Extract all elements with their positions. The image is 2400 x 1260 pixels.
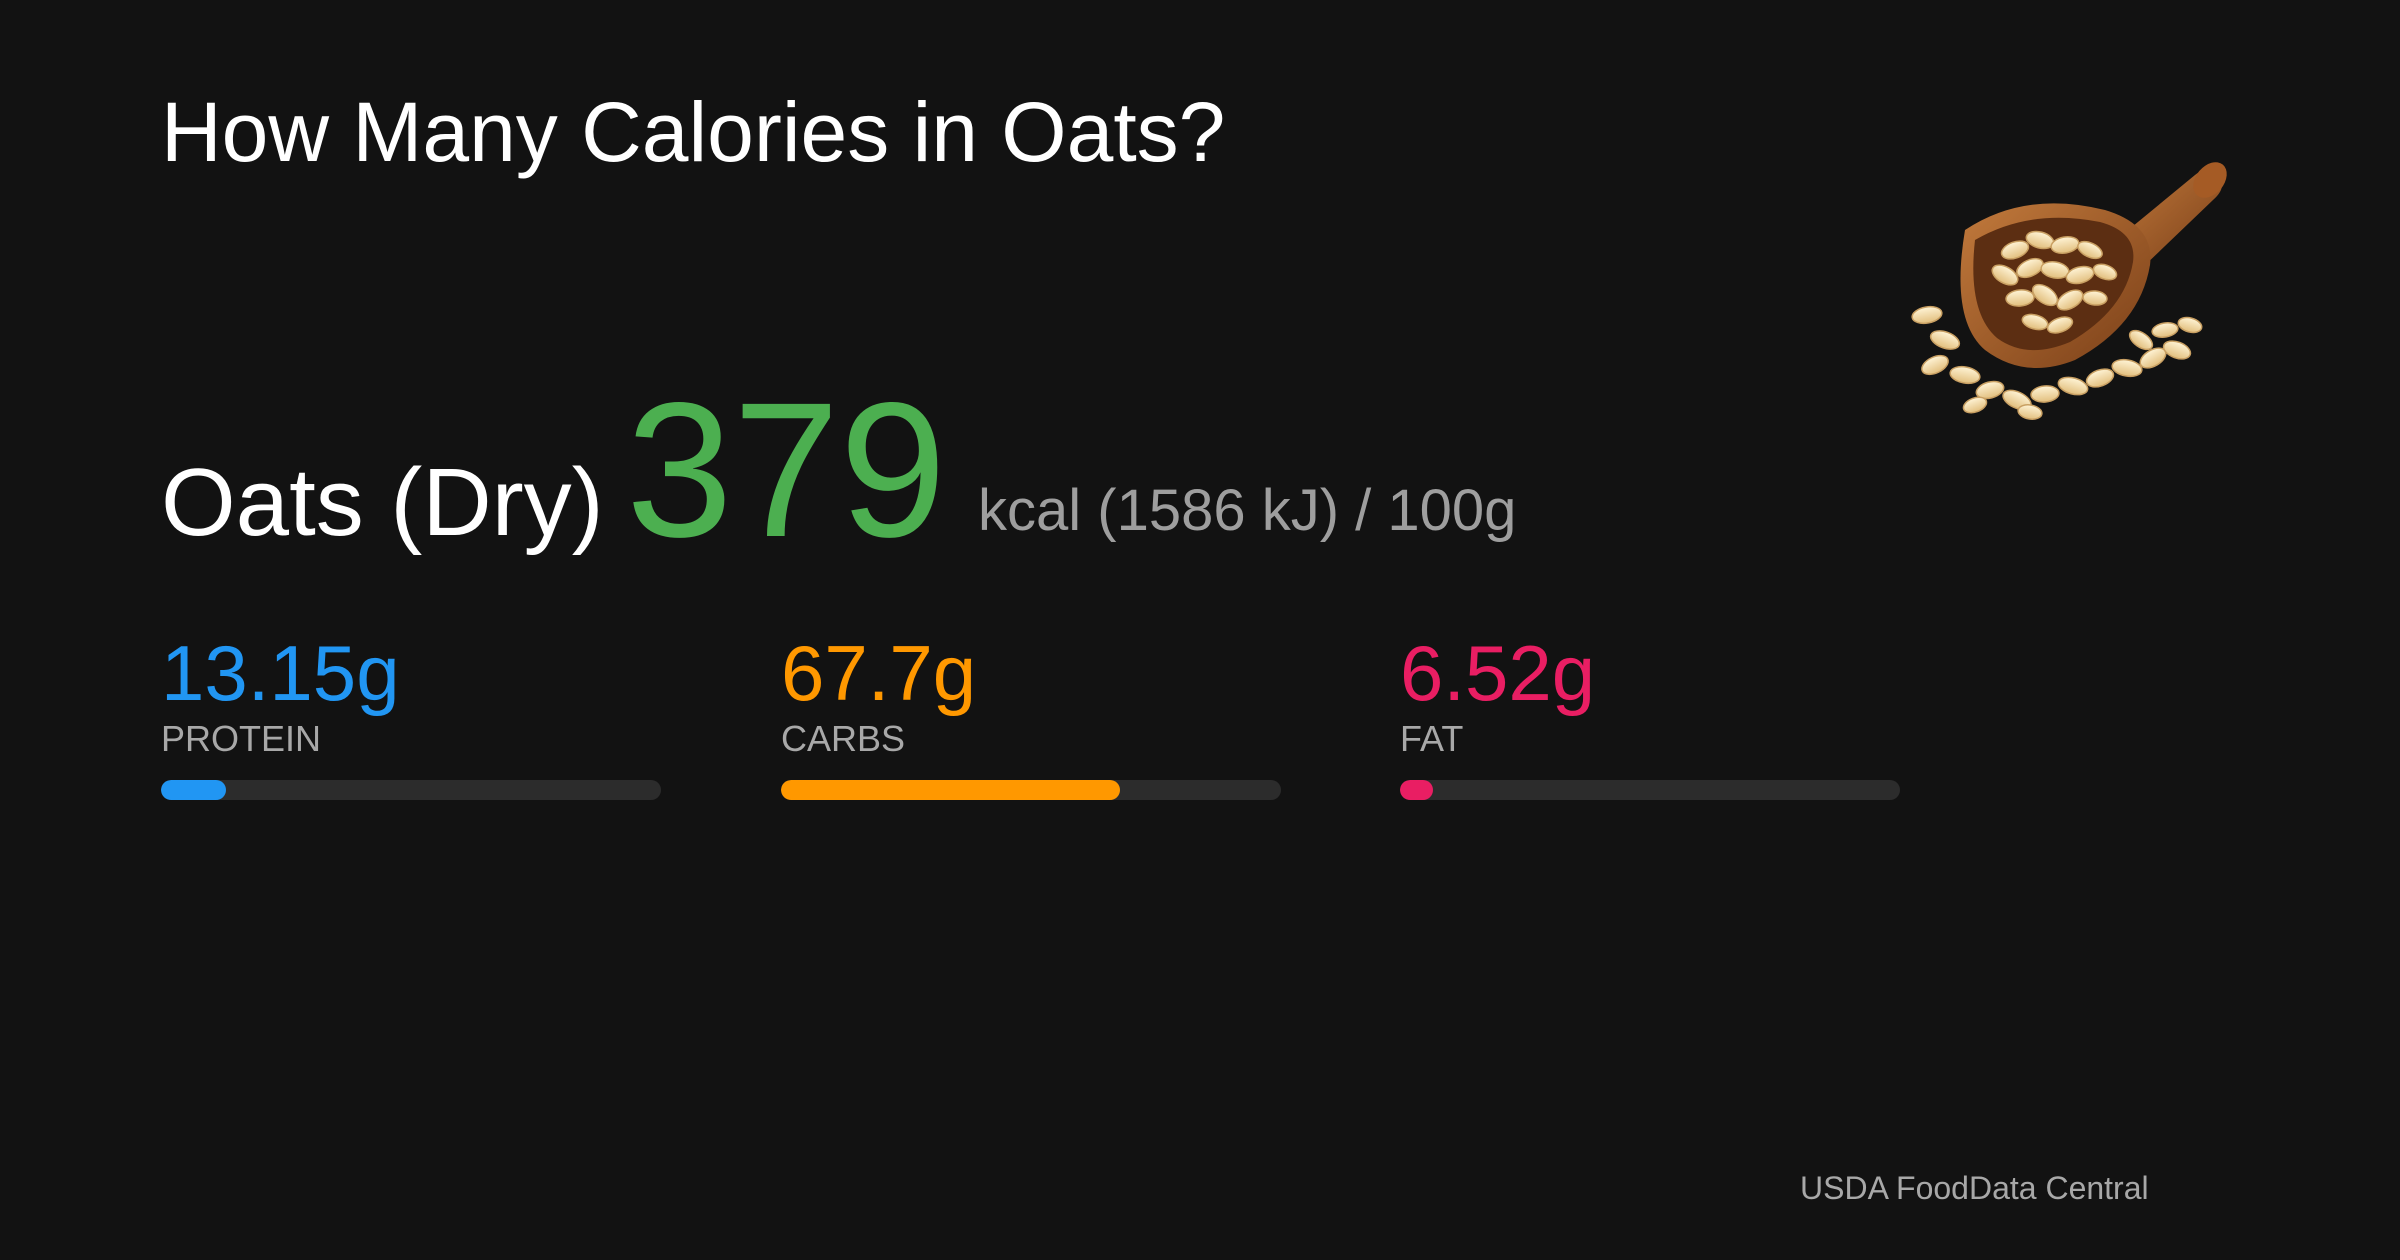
carbs-value: 67.7g bbox=[781, 629, 977, 717]
macro-fat: 6.52g FAT bbox=[1400, 630, 1900, 800]
food-name: Oats (Dry) bbox=[161, 449, 604, 556]
kcal-value: 379 bbox=[626, 362, 947, 577]
oat-scoop-icon bbox=[1911, 162, 2227, 420]
fat-label: FAT bbox=[1400, 718, 1464, 759]
protein-value: 13.15g bbox=[161, 629, 400, 717]
protein-bar-fill bbox=[161, 780, 226, 800]
source-credit: USDA FoodData Central bbox=[1800, 1170, 2149, 1206]
carbs-bar-track bbox=[781, 780, 1281, 800]
fat-bar-fill bbox=[1400, 780, 1433, 800]
macro-carbs: 67.7g CARBS bbox=[781, 630, 1281, 800]
carbs-label: CARBS bbox=[781, 718, 906, 759]
fat-value: 6.52g bbox=[1400, 629, 1596, 717]
macro-protein: 13.15g PROTEIN bbox=[161, 630, 661, 800]
kcal-unit-text: kcal (1586 kJ) / 100g bbox=[978, 478, 1517, 543]
carbs-bar-fill bbox=[781, 780, 1120, 800]
protein-bar-track bbox=[161, 780, 661, 800]
page-title: How Many Calories in Oats? bbox=[161, 85, 1226, 179]
protein-label: PROTEIN bbox=[161, 718, 322, 759]
fat-bar-track bbox=[1400, 780, 1900, 800]
